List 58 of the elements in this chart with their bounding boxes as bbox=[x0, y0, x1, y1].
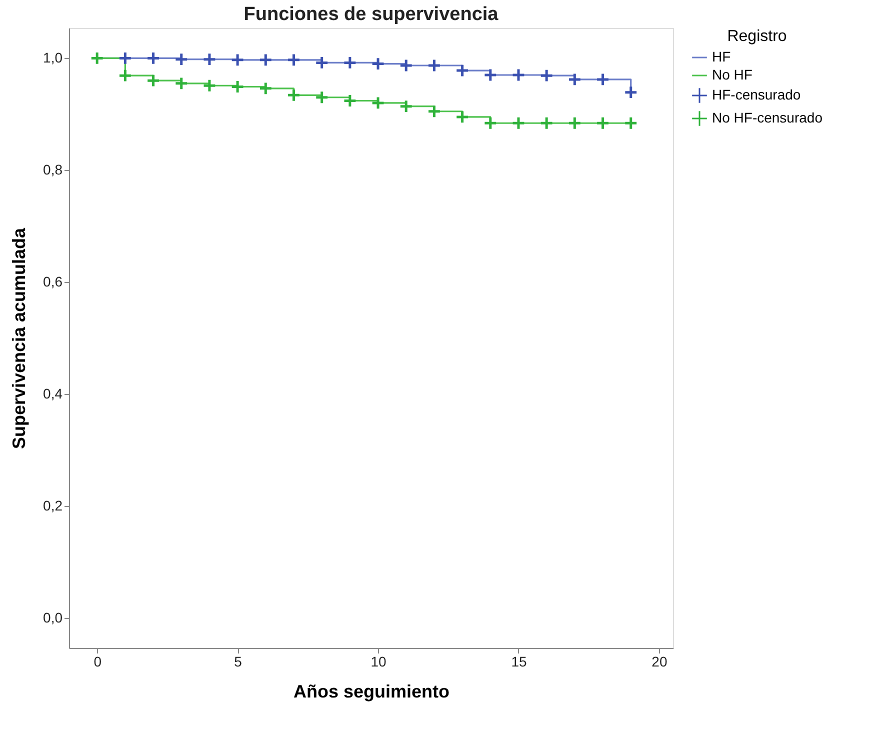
point bbox=[258, 81, 273, 96]
y-tick-label: 0,2 bbox=[43, 497, 63, 514]
point bbox=[202, 52, 216, 66]
x-tick-label: 15 bbox=[511, 654, 527, 670]
point bbox=[146, 51, 160, 66]
legend-label: No HF-censurado bbox=[712, 110, 823, 126]
point bbox=[342, 56, 357, 70]
point bbox=[314, 90, 329, 104]
point bbox=[427, 58, 442, 72]
y-tick-label: 0,8 bbox=[43, 162, 63, 178]
legend-title: Registro bbox=[727, 28, 787, 45]
point bbox=[230, 52, 245, 67]
point bbox=[455, 110, 470, 124]
point bbox=[174, 52, 188, 66]
point bbox=[540, 68, 554, 83]
x-tick-label: 0 bbox=[94, 654, 102, 670]
x-tick-label: 10 bbox=[370, 654, 387, 670]
y-tick-label: 0,0 bbox=[43, 609, 63, 626]
point bbox=[286, 52, 301, 67]
point bbox=[512, 68, 526, 82]
point bbox=[427, 104, 442, 118]
point bbox=[118, 68, 132, 83]
legend-label: No HF bbox=[712, 66, 752, 82]
point bbox=[258, 52, 273, 67]
point bbox=[512, 116, 526, 130]
point bbox=[399, 99, 414, 114]
point bbox=[90, 51, 104, 66]
y-tick-label: 1,0 bbox=[43, 50, 63, 66]
point bbox=[399, 58, 414, 72]
point bbox=[483, 116, 498, 130]
point bbox=[118, 51, 132, 66]
point bbox=[371, 56, 385, 71]
point bbox=[568, 72, 582, 86]
x-tick-label: 20 bbox=[652, 654, 668, 670]
y-axis-title: Supervivencia acumulada bbox=[9, 226, 30, 450]
point bbox=[455, 64, 470, 78]
y-tick-label: 0,4 bbox=[43, 385, 63, 402]
point bbox=[202, 78, 216, 93]
point bbox=[540, 116, 554, 130]
point bbox=[174, 76, 188, 90]
point bbox=[371, 96, 385, 110]
chart-title: Funciones de supervivencia bbox=[244, 4, 499, 25]
point bbox=[146, 74, 160, 88]
point bbox=[314, 56, 329, 70]
point bbox=[286, 88, 301, 102]
point bbox=[568, 116, 582, 130]
point bbox=[230, 80, 245, 94]
point bbox=[596, 116, 610, 130]
point bbox=[596, 72, 610, 86]
point bbox=[342, 94, 357, 108]
x-tick-label: 5 bbox=[234, 654, 242, 670]
point bbox=[483, 68, 498, 82]
point bbox=[624, 85, 638, 100]
y-tick-label: 0,6 bbox=[43, 274, 63, 290]
point bbox=[624, 116, 638, 130]
legend-label: HF-censurado bbox=[712, 86, 801, 102]
legend-label: HF bbox=[712, 48, 731, 64]
x-axis-title: Años seguimiento bbox=[293, 682, 450, 702]
